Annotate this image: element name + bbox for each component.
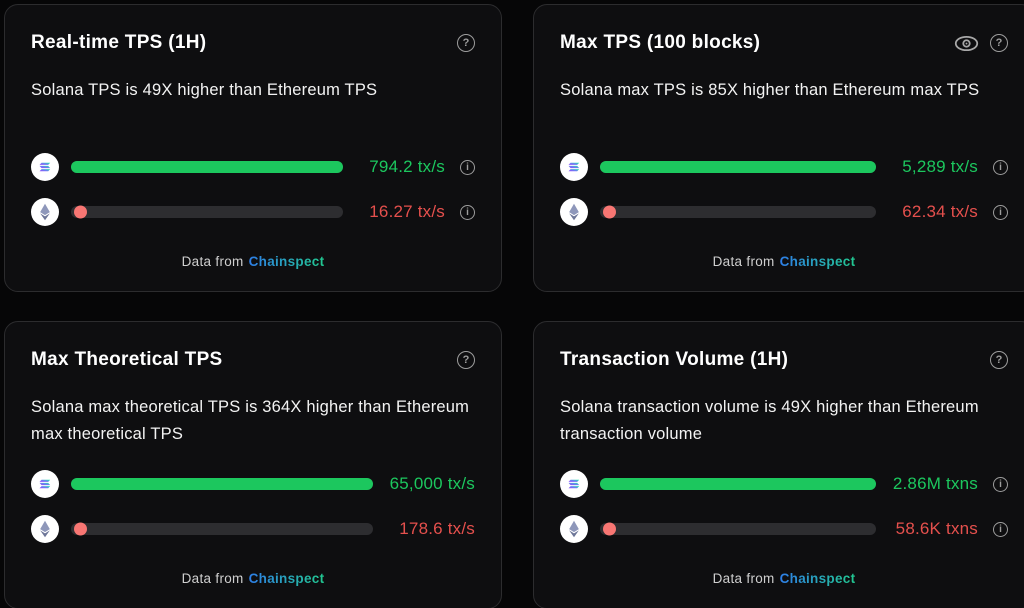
ethereum-progress-dot bbox=[603, 522, 616, 536]
card-footer: Data from Chainspect bbox=[560, 254, 1008, 269]
chainspect-link[interactable]: Chainspect bbox=[248, 254, 325, 269]
help-icon[interactable]: ? bbox=[457, 351, 475, 369]
card-header: Max Theoretical TPS ? bbox=[31, 346, 475, 374]
eye-icon[interactable] bbox=[954, 35, 979, 52]
header-icons: ? bbox=[457, 351, 475, 369]
solana-progress-track bbox=[600, 478, 876, 490]
solana-value: 2.86M txns bbox=[892, 474, 978, 493]
card-title: Max Theoretical TPS bbox=[31, 349, 223, 370]
card-title: Real-time TPS (1H) bbox=[31, 32, 207, 53]
solana-progress-track bbox=[71, 478, 373, 490]
ethereum-metric-row: 62.34 tx/s i bbox=[560, 198, 1008, 226]
solana-icon bbox=[31, 470, 59, 498]
ethereum-value: 58.6K txns bbox=[895, 519, 978, 538]
card-title: Transaction Volume (1H) bbox=[560, 349, 789, 370]
card-title: Max TPS (100 blocks) bbox=[560, 32, 761, 53]
metric-rows: 794.2 tx/s i 16.27 tx/s i bbox=[31, 153, 475, 226]
card-header: Max TPS (100 blocks) ? bbox=[560, 29, 1008, 57]
solana-progress-fill bbox=[71, 478, 373, 490]
chainspect-link[interactable]: Chainspect bbox=[779, 254, 856, 269]
ethereum-progress-dot bbox=[603, 205, 616, 219]
ethereum-value: 178.6 tx/s bbox=[399, 519, 475, 538]
ethereum-icon bbox=[560, 515, 588, 543]
header-icons: ? bbox=[990, 351, 1008, 369]
solana-icon bbox=[560, 470, 588, 498]
metric-card-max-tps: Max TPS (100 blocks) ? Solana max TPS is… bbox=[533, 4, 1024, 292]
solana-metric-row: 65,000 tx/s i bbox=[31, 470, 475, 498]
solana-progress-fill bbox=[71, 161, 343, 173]
info-icon[interactable]: i bbox=[460, 204, 475, 220]
solana-progress-track bbox=[71, 161, 343, 173]
header-icons: ? bbox=[954, 34, 1008, 52]
solana-metric-row: 5,289 tx/s i bbox=[560, 153, 1008, 181]
card-footer: Data from Chainspect bbox=[31, 571, 475, 586]
ethereum-progress-track bbox=[71, 522, 373, 536]
chainspect-link[interactable]: Chainspect bbox=[779, 571, 856, 586]
card-description: Solana max theoretical TPS is 364X highe… bbox=[31, 398, 470, 443]
solana-progress-fill bbox=[600, 478, 876, 490]
card-description: Solana transaction volume is 49X higher … bbox=[560, 398, 979, 443]
help-icon[interactable]: ? bbox=[990, 34, 1008, 52]
header-icons: ? bbox=[457, 34, 475, 52]
help-icon[interactable]: ? bbox=[457, 34, 475, 52]
solana-progress-fill bbox=[600, 161, 876, 173]
metric-card-max-theoretical-tps: Max Theoretical TPS ? Solana max theoret… bbox=[4, 321, 502, 608]
ethereum-value: 16.27 tx/s bbox=[369, 202, 445, 221]
card-footer: Data from Chainspect bbox=[31, 254, 475, 269]
solana-icon bbox=[560, 153, 588, 181]
metric-card-transaction-volume: Transaction Volume (1H) ? Solana transac… bbox=[533, 321, 1024, 608]
info-icon[interactable]: i bbox=[993, 521, 1008, 537]
metric-card-realtime-tps: Real-time TPS (1H) ? Solana TPS is 49X h… bbox=[4, 4, 502, 292]
solana-metric-row: 794.2 tx/s i bbox=[31, 153, 475, 181]
ethereum-metric-row: 58.6K txns i bbox=[560, 515, 1008, 543]
solana-progress-track bbox=[600, 161, 876, 173]
footer-text: Data from bbox=[712, 254, 775, 269]
card-footer: Data from Chainspect bbox=[560, 571, 1008, 586]
card-description: Solana TPS is 49X higher than Ethereum T… bbox=[31, 81, 378, 99]
solana-value: 5,289 tx/s bbox=[902, 157, 978, 176]
ethereum-progress-track bbox=[600, 522, 876, 536]
ethereum-icon bbox=[560, 198, 588, 226]
chainspect-link[interactable]: Chainspect bbox=[248, 571, 325, 586]
info-icon[interactable]: i bbox=[993, 159, 1008, 175]
footer-text: Data from bbox=[712, 571, 775, 586]
ethereum-value: 62.34 tx/s bbox=[902, 202, 978, 221]
ethereum-metric-row: 178.6 tx/s i bbox=[31, 515, 475, 543]
card-description: Solana max TPS is 85X higher than Ethere… bbox=[560, 81, 980, 99]
ethereum-icon bbox=[31, 198, 59, 226]
metric-rows: 5,289 tx/s i 62.34 tx/s i bbox=[560, 153, 1008, 226]
ethereum-icon bbox=[31, 515, 59, 543]
ethereum-progress-track bbox=[71, 205, 343, 219]
ethereum-progress-track bbox=[600, 205, 876, 219]
card-header: Real-time TPS (1H) ? bbox=[31, 29, 475, 57]
ethereum-progress-dot bbox=[74, 522, 87, 536]
info-icon[interactable]: i bbox=[993, 476, 1008, 492]
card-header: Transaction Volume (1H) ? bbox=[560, 346, 1008, 374]
solana-metric-row: 2.86M txns i bbox=[560, 470, 1008, 498]
info-icon[interactable]: i bbox=[993, 204, 1008, 220]
info-icon[interactable]: i bbox=[460, 159, 475, 175]
solana-value: 794.2 tx/s bbox=[369, 157, 445, 176]
metric-rows: 65,000 tx/s i 178.6 tx/s i bbox=[31, 470, 475, 543]
solana-value: 65,000 tx/s bbox=[389, 474, 475, 493]
metric-rows: 2.86M txns i 58.6K txns i bbox=[560, 470, 1008, 543]
solana-icon bbox=[31, 153, 59, 181]
ethereum-progress-dot bbox=[74, 205, 87, 219]
footer-text: Data from bbox=[181, 254, 244, 269]
help-icon[interactable]: ? bbox=[990, 351, 1008, 369]
footer-text: Data from bbox=[181, 571, 244, 586]
ethereum-metric-row: 16.27 tx/s i bbox=[31, 198, 475, 226]
